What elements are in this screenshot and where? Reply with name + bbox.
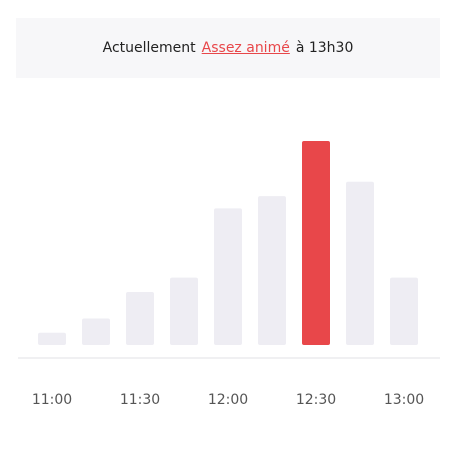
bar bbox=[302, 141, 330, 345]
bar bbox=[38, 332, 66, 345]
x-tick-label: 12:30 bbox=[296, 392, 336, 408]
x-tick-label: 13:00 bbox=[384, 392, 424, 408]
status-banner: Actuellement Assez animé à 13h30 bbox=[16, 18, 440, 78]
status-prefix: Actuellement bbox=[102, 40, 196, 56]
status-suffix: à 13h30 bbox=[295, 40, 354, 56]
x-tick-label: 11:00 bbox=[32, 392, 72, 408]
bar bbox=[170, 277, 198, 345]
bar bbox=[390, 277, 418, 345]
x-tick-label: 12:00 bbox=[208, 392, 248, 408]
bar bbox=[126, 291, 154, 345]
bar bbox=[214, 208, 242, 345]
status-link[interactable]: Assez animé bbox=[201, 40, 290, 56]
bar bbox=[346, 181, 374, 345]
bar bbox=[82, 318, 110, 345]
x-tick-label: 11:30 bbox=[120, 392, 160, 408]
bar bbox=[258, 196, 286, 345]
